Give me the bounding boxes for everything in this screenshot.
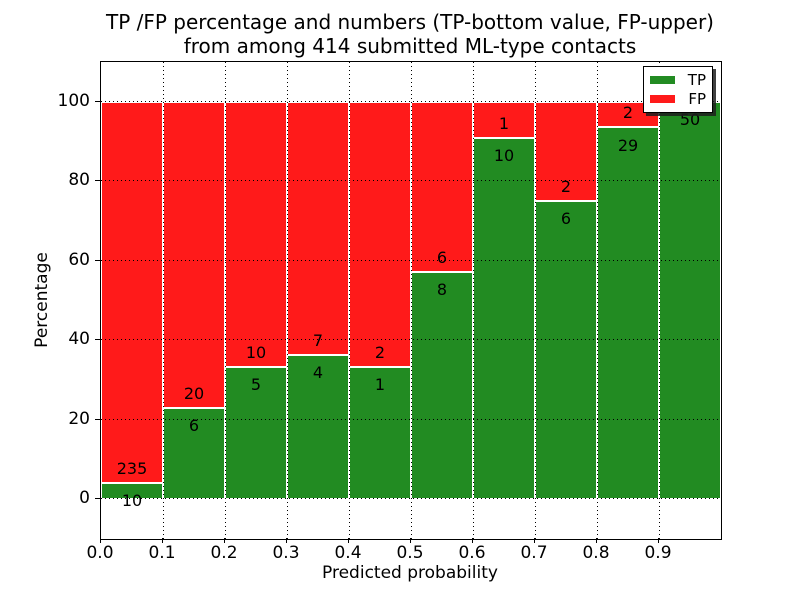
gridline-x-0.4: [349, 62, 350, 539]
bar-count-fp-0: 235: [116, 459, 148, 479]
y-tick-label-0: 0: [79, 488, 90, 509]
bar-count-fp-4: 2: [374, 342, 386, 362]
y-tick-80: [95, 180, 100, 182]
bar-segment-tp-3: [287, 354, 349, 500]
y-axis-label: Percentage: [32, 252, 52, 348]
gridline-x-0.8: [597, 62, 598, 539]
x-axis-label: Predicted probability: [322, 563, 498, 583]
chart-title-line-2: from among 414 submitted ML-type contact…: [183, 34, 637, 58]
x-tick-0.3: [286, 538, 287, 543]
bar-count-fp-7: 2: [560, 177, 572, 197]
bar-count-tp-2: 5: [250, 375, 262, 395]
legend-label-fp: FP: [688, 90, 706, 108]
x-tick-label-0.7: 0.7: [520, 543, 548, 563]
x-tick-label-0.0: 0.0: [86, 543, 114, 563]
x-tick-0.2: [224, 538, 225, 543]
bar-segment-tp-8: [597, 127, 659, 500]
gridline-x-0.6: [473, 62, 474, 539]
bar-count-fp-1: 20: [183, 383, 205, 403]
legend-box: TP FP: [643, 66, 713, 113]
x-tick-0.0: [100, 538, 101, 543]
x-tick-0.8: [596, 538, 597, 543]
bar-segment-fp-4: [349, 101, 411, 367]
bar-count-tp-1: 6: [188, 415, 200, 435]
y-tick-label-40: 40: [68, 329, 90, 350]
bar-segment-fp-0: [101, 101, 163, 484]
bar-count-tp-6: 10: [493, 146, 515, 166]
bar-segment-fp-1: [163, 101, 225, 408]
bar-count-fp-3: 7: [312, 330, 324, 350]
x-tick-0.6: [472, 538, 473, 543]
plot-area: 235 10 20 6 10 5 7 4 2 1 6 8 1 10 2 6 2 29 50: [100, 61, 722, 540]
gridline-x-0.5: [411, 62, 412, 539]
x-tick-label-0.5: 0.5: [396, 543, 424, 563]
y-tick-60: [95, 259, 100, 261]
y-tick-label-80: 80: [68, 170, 90, 191]
gridline-x-0.2: [225, 62, 226, 539]
gridline-x-0.7: [535, 62, 536, 539]
y-tick-label-60: 60: [68, 249, 90, 270]
gridline-x-0.9: [659, 62, 660, 539]
bar-segment-tp-7: [535, 201, 597, 500]
x-tick-0.5: [410, 538, 411, 543]
x-tick-label-0.4: 0.4: [334, 543, 362, 563]
legend-label-tp: TP: [687, 71, 706, 89]
bar-count-fp-6: 1: [498, 113, 510, 133]
legend-swatch-tp-icon: [650, 76, 675, 84]
y-tick-0: [95, 498, 100, 500]
legend-item-fp: FP: [650, 91, 706, 107]
legend-item-tp: TP: [650, 72, 706, 88]
y-tick-label-100: 100: [57, 90, 90, 111]
bar-count-tp-9: 50: [679, 110, 701, 130]
y-tick-100: [95, 100, 100, 102]
x-tick-label-0.1: 0.1: [148, 543, 176, 563]
bar-count-fp-5: 6: [436, 248, 448, 268]
bar-count-tp-5: 8: [436, 280, 448, 300]
bar-count-tp-8: 29: [617, 135, 639, 155]
bar-count-fp-2: 10: [245, 342, 267, 362]
bar-count-tp-3: 4: [312, 363, 324, 382]
bar-segment-tp-1: [163, 407, 225, 500]
bar-segment-fp-5: [411, 101, 473, 273]
bar-count-tp-0: 10: [121, 491, 143, 511]
gridline-x-0.1: [163, 62, 164, 539]
y-tick-40: [95, 339, 100, 341]
x-tick-0.7: [534, 538, 535, 543]
x-tick-label-0.3: 0.3: [272, 543, 300, 563]
bar-segment-tp-5: [411, 272, 473, 500]
bar-segment-fp-2: [225, 101, 287, 367]
y-tick-label-20: 20: [68, 408, 90, 429]
x-tick-0.9: [658, 538, 659, 543]
bar-segment-tp-9: [659, 101, 721, 500]
x-tick-0.4: [348, 538, 349, 543]
bar-count-tp-4: 1: [374, 375, 386, 395]
x-tick-label-0.8: 0.8: [582, 543, 610, 563]
bar-segment-fp-3: [287, 101, 349, 355]
y-tick-20: [95, 418, 100, 420]
legend-swatch-fp-icon: [650, 95, 675, 103]
x-tick-label-0.2: 0.2: [210, 543, 238, 563]
x-tick-0.1: [162, 538, 163, 543]
x-tick-label-0.6: 0.6: [458, 543, 486, 563]
chart-title-line-1: TP /FP percentage and numbers (TP-bottom…: [106, 10, 714, 34]
x-tick-label-0.9: 0.9: [644, 543, 672, 563]
bar-count-fp-8: 2: [622, 103, 634, 123]
gridline-x-0.3: [287, 62, 288, 539]
bar-segment-tp-6: [473, 137, 535, 500]
bar-count-tp-7: 6: [560, 209, 572, 229]
